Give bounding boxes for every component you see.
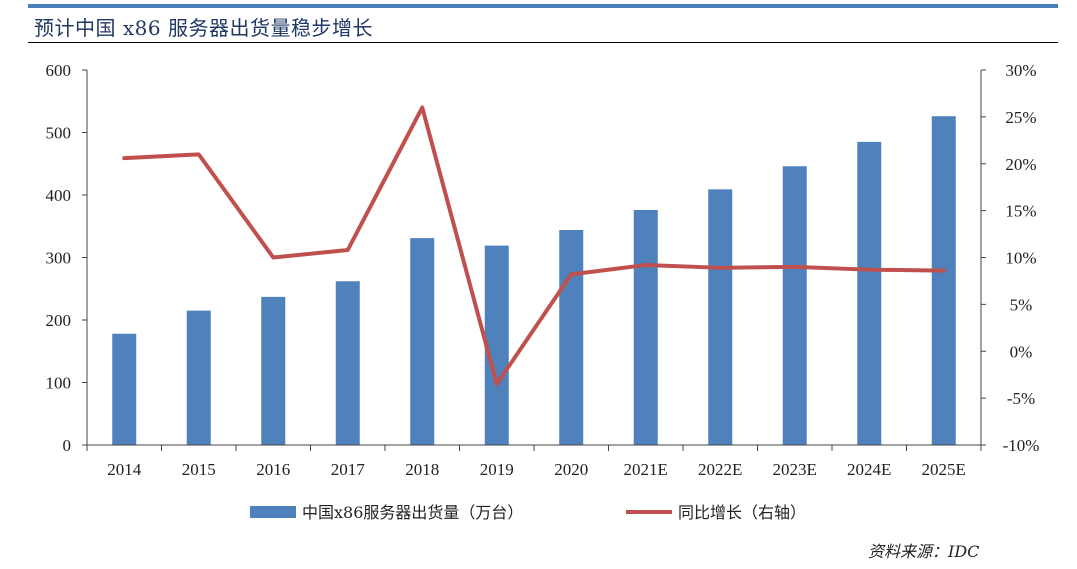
right-tick-label: 0%: [1010, 342, 1033, 361]
axes: [82, 69, 986, 451]
x-tick-label: 2016: [256, 460, 290, 479]
bar: [559, 230, 584, 445]
line-point: [719, 267, 721, 269]
x-tick-label: 2020: [554, 460, 588, 479]
left-tick-label: 600: [46, 61, 72, 80]
right-tick-label: 5%: [1010, 295, 1033, 314]
line-point: [347, 249, 349, 251]
left-tick-label: 500: [46, 124, 72, 143]
left-tick-label: 300: [46, 249, 72, 268]
bar: [186, 310, 211, 445]
bar: [335, 281, 360, 445]
legend-bar-swatch: [250, 506, 296, 518]
line-point: [421, 107, 423, 108]
line-point: [272, 257, 274, 258]
right-axis-ticks: -10% -5% 0% 5% 10% 15% 20% 25% 30%: [1003, 61, 1040, 455]
legend-line-label: 同比增长（右轴）: [678, 503, 806, 522]
x-tick-label: 2024E: [847, 460, 891, 479]
top-accent-rule: [28, 4, 1058, 8]
x-tick-label: 2025E: [922, 460, 966, 479]
bar: [782, 166, 807, 445]
bar: [633, 210, 658, 445]
line-series: [122, 105, 946, 387]
left-tick-label: 0: [63, 436, 72, 455]
bar: [484, 245, 509, 445]
left-tick-label: 200: [46, 311, 72, 330]
line-point: [496, 383, 498, 385]
x-tick-label: 2023E: [773, 460, 817, 479]
x-tick-label: 2017: [331, 460, 366, 479]
line-point: [198, 153, 200, 155]
page-title: 预计中国 x86 服务器出货量稳步增长: [34, 16, 373, 40]
x-tick-label: 2021E: [624, 460, 668, 479]
bar: [857, 141, 882, 445]
line-point: [943, 270, 945, 272]
bar: [931, 116, 956, 445]
legend: 中国x86服务器出货量（万台） 同比增长（右轴）: [250, 503, 806, 522]
source-note: 资料来源：IDC: [868, 542, 980, 561]
line-point: [645, 264, 647, 266]
right-tick-label: 30%: [1005, 61, 1036, 80]
growth-line: [122, 105, 946, 387]
bar: [112, 333, 137, 445]
bar-series: [112, 116, 956, 445]
right-tick-label: -5%: [1007, 389, 1035, 408]
x-tick-label: 2014: [107, 460, 142, 479]
right-tick-label: 25%: [1005, 108, 1036, 127]
right-tick-label: 15%: [1005, 202, 1036, 221]
left-axis-ticks: 0 100 200 300 400 500 600: [46, 61, 72, 455]
x-tick-label: 2015: [182, 460, 216, 479]
right-tick-label: 10%: [1005, 249, 1036, 268]
bar: [410, 238, 435, 445]
line-point: [868, 269, 870, 271]
legend-bar-label: 中国x86服务器出货量（万台）: [302, 503, 523, 522]
x-tick-label: 2018: [405, 460, 439, 479]
left-tick-label: 100: [46, 374, 72, 393]
bar: [708, 189, 733, 445]
line-point: [123, 157, 125, 159]
title-underline: [28, 42, 1058, 43]
x-axis-ticks: 2014 2015 2016 2017 2018 2019 2020 2021E 2022E 20…: [107, 460, 966, 479]
line-point: [570, 273, 572, 275]
x-tick-label: 2019: [480, 460, 514, 479]
right-tick-label: -10%: [1003, 436, 1040, 455]
right-tick-label: 20%: [1005, 155, 1036, 174]
bar: [261, 296, 286, 445]
x-tick-label: 2022E: [698, 460, 742, 479]
left-tick-label: 400: [46, 186, 72, 205]
line-point: [794, 266, 796, 268]
